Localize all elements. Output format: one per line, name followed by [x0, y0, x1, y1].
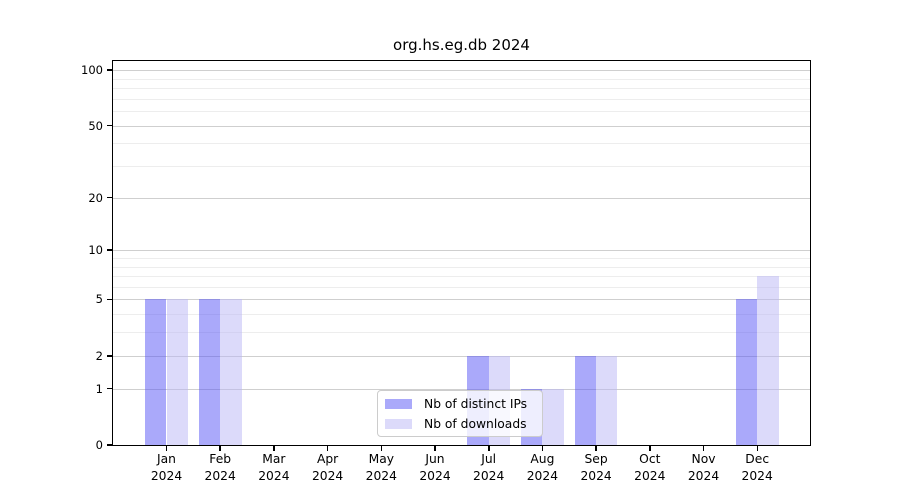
y-tick-label: 0	[95, 438, 103, 452]
gridline-major	[113, 250, 810, 252]
legend-item-distinct-ips: Nb of distinct IPs	[385, 395, 542, 412]
gridline-minor	[113, 276, 810, 277]
x-tick-mark	[595, 446, 597, 451]
gridline-major	[113, 355, 810, 357]
bar-downloads-sep	[596, 355, 618, 445]
bar-distinct-ips-feb	[198, 299, 221, 445]
x-tick-label-month: May	[368, 452, 395, 466]
gridline-minor	[113, 87, 810, 89]
x-tick-label-year: 2024	[204, 469, 236, 483]
x-tick-label-month: Jun	[425, 452, 445, 466]
x-tick-mark	[488, 446, 490, 451]
x-tick-mark	[273, 446, 275, 451]
x-tick-label-month: Feb	[209, 452, 232, 466]
x-tick-label-year: 2024	[580, 469, 612, 483]
x-tick-label-year: 2024	[150, 469, 183, 483]
gridline-major	[113, 125, 810, 127]
gridline-minor	[113, 98, 810, 100]
x-tick-mark	[219, 446, 221, 451]
y-tick-mark	[107, 69, 113, 71]
x-tick-label-month: Oct	[639, 452, 661, 466]
legend-item-downloads: Nb of downloads	[385, 415, 542, 432]
x-tick-label-month: Mar	[262, 452, 286, 466]
x-tick-label-year: 2024	[365, 469, 397, 483]
x-tick-mark	[541, 446, 544, 451]
y-tick-mark	[107, 124, 113, 127]
x-tick-label-year: 2024	[419, 469, 451, 483]
x-tick-label-month: Nov	[691, 452, 716, 466]
gridline-major	[113, 299, 810, 301]
y-tick-label: 2	[95, 348, 103, 363]
bar-downloads-jan	[166, 299, 188, 445]
x-tick-mark	[326, 446, 329, 451]
x-tick-label-year: 2024	[634, 469, 666, 483]
y-tick-mark	[107, 298, 113, 301]
x-tick-label-year: 2024	[526, 469, 559, 483]
gridline-minor	[113, 314, 810, 316]
x-tick-mark	[380, 446, 383, 451]
gridline-minor	[113, 332, 810, 334]
x-tick-label-month: Jan	[157, 452, 176, 466]
x-tick-label-month: Jul	[481, 452, 497, 466]
legend-label-distinct-ips: Nb of distinct IPs	[424, 396, 528, 411]
gridline-major	[113, 197, 810, 199]
x-tick-mark	[702, 446, 705, 451]
x-tick-label-year: 2024	[311, 469, 344, 483]
y-tick-mark	[107, 196, 113, 199]
x-tick-label-month: Sep	[584, 452, 608, 466]
legend-swatch-downloads	[385, 418, 412, 429]
y-tick-label: 100	[81, 63, 103, 77]
y-tick-label: 5	[95, 292, 103, 307]
x-tick-mark	[434, 446, 436, 451]
y-tick-mark	[107, 249, 113, 251]
gridline-minor	[113, 286, 810, 288]
gridline-major	[113, 70, 810, 71]
bar-distinct-ips-dec	[735, 299, 758, 445]
gridline-major	[113, 388, 810, 390]
x-tick-mark	[756, 446, 758, 451]
bar-distinct-ips-sep	[574, 355, 597, 445]
x-tick-label-year: 2024	[473, 469, 505, 483]
bar-distinct-ips-jan	[145, 299, 167, 445]
y-tick-mark	[107, 444, 113, 446]
y-tick-mark	[107, 355, 113, 357]
gridline-minor	[113, 257, 810, 259]
x-tick-label-year: 2024	[741, 469, 773, 483]
x-tick-label-year: 2024	[258, 469, 290, 483]
y-tick-label: 50	[88, 118, 103, 133]
legend-swatch-distinct-ips	[385, 398, 412, 409]
legend-label-downloads: Nb of downloads	[424, 416, 527, 431]
bar-downloads-aug	[542, 388, 564, 445]
y-tick-label: 20	[88, 190, 103, 205]
x-tick-label-month: Dec	[745, 452, 770, 466]
x-tick-label-year: 2024	[687, 469, 720, 483]
x-tick-label-month: Aug	[530, 452, 555, 466]
gridline-minor	[113, 111, 810, 112]
gridline-minor	[113, 266, 810, 268]
x-tick-mark	[649, 446, 651, 451]
gridline-minor	[113, 166, 810, 167]
x-tick-mark	[165, 446, 168, 451]
gridline-minor	[113, 143, 810, 145]
bar-downloads-dec	[757, 276, 779, 445]
bar-downloads-feb	[220, 299, 242, 445]
chart-title: org.hs.eg.db 2024	[393, 36, 530, 54]
legend: Nb of distinct IPs Nb of downloads	[377, 390, 543, 437]
y-tick-mark	[107, 387, 113, 390]
y-tick-label: 1	[95, 381, 103, 396]
y-tick-label: 10	[88, 243, 103, 258]
gridline-minor	[113, 78, 810, 80]
x-tick-label-month: Apr	[316, 452, 339, 466]
